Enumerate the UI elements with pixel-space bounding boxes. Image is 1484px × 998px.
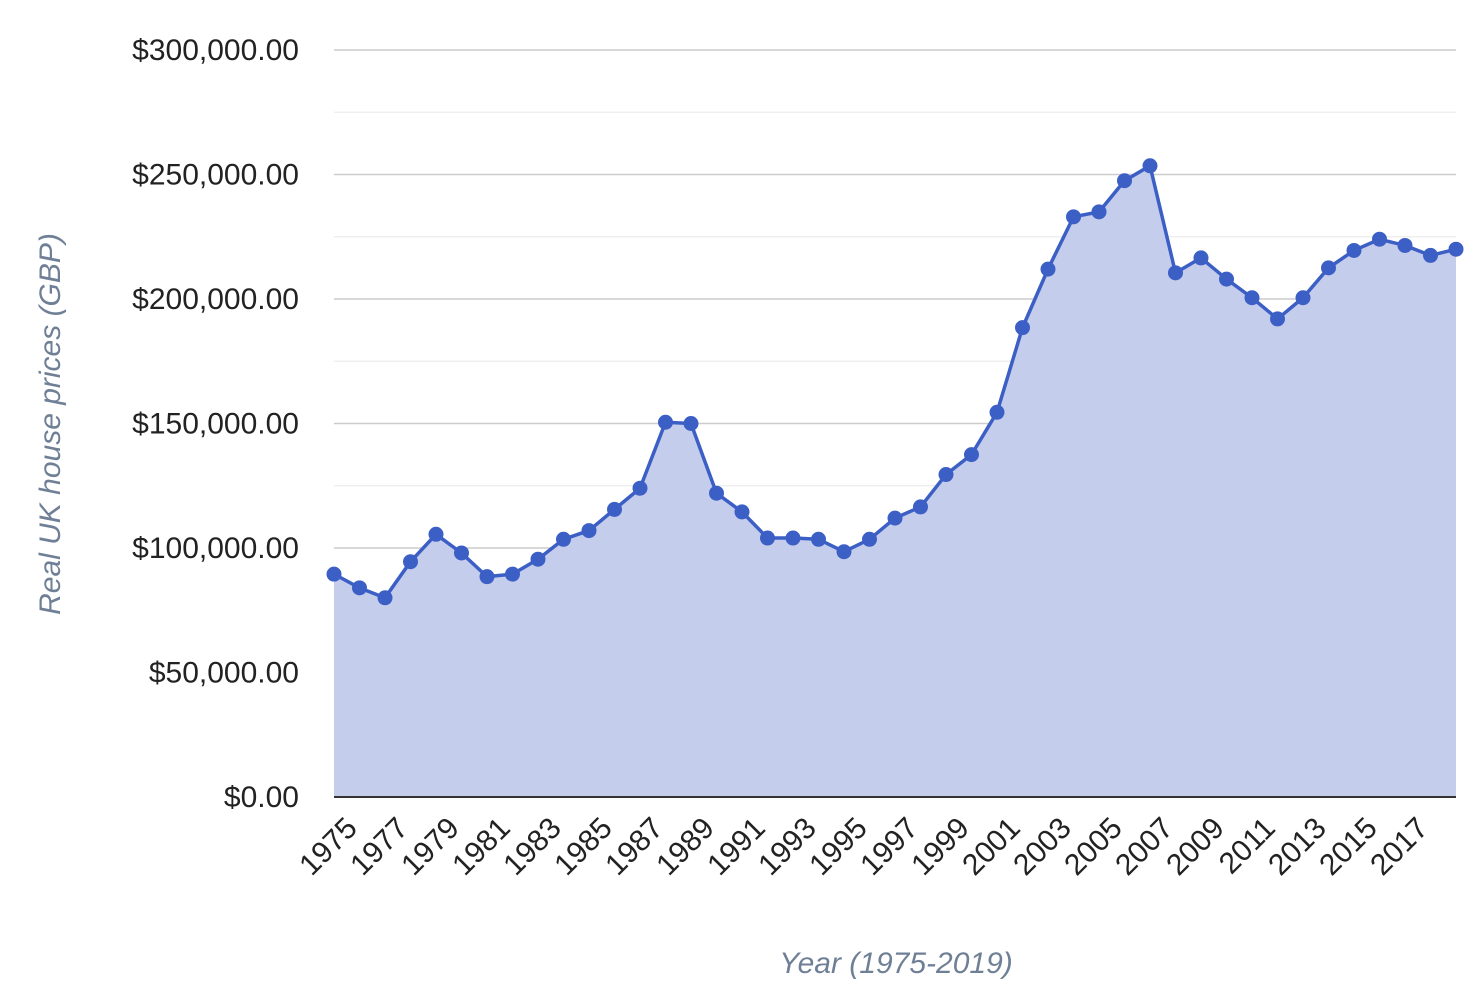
y-tick-label: $300,000.00 — [132, 34, 299, 67]
data-point[interactable] — [683, 416, 699, 431]
y-axis-title: Real UK house prices (GBP) — [34, 233, 67, 615]
data-point[interactable] — [326, 566, 342, 582]
data-point[interactable] — [1168, 265, 1183, 281]
x-tick-label: 2013 — [1262, 811, 1333, 882]
data-point[interactable] — [887, 510, 903, 526]
data-point[interactable] — [377, 590, 393, 606]
x-tick-label: 1987 — [599, 811, 670, 882]
x-tick-label: 1995 — [803, 811, 874, 882]
x-tick-label: 2001 — [956, 811, 1027, 882]
data-points — [326, 158, 1464, 606]
data-point[interactable] — [556, 531, 571, 547]
data-point[interactable] — [505, 566, 520, 582]
x-tick-label: 2011 — [1213, 811, 1282, 880]
data-point[interactable] — [1397, 237, 1413, 253]
x-tick-label: 2015 — [1313, 811, 1384, 882]
data-point[interactable] — [581, 523, 597, 539]
y-tick-labels: $0.00 $50,000.00 $100,000.00 $150,000.00 $20… — [132, 34, 299, 814]
data-point[interactable] — [734, 504, 750, 520]
data-point[interactable] — [989, 404, 1005, 420]
x-tick-label: 2005 — [1058, 811, 1129, 882]
x-axis-title: Year (1975-2019) — [779, 947, 1013, 980]
x-tick-label: 1977 — [344, 811, 415, 882]
data-point[interactable] — [403, 554, 418, 570]
data-point[interactable] — [938, 467, 954, 483]
x-tick-label: 2009 — [1160, 811, 1231, 882]
y-tick-label: $250,000.00 — [132, 159, 299, 192]
data-point[interactable] — [1321, 260, 1336, 276]
data-point[interactable] — [1040, 261, 1056, 277]
data-point[interactable] — [785, 530, 801, 546]
y-tick-label: $150,000.00 — [132, 408, 299, 441]
y-tick-label: $0.00 — [224, 781, 299, 814]
x-tick-label: 1985 — [548, 811, 619, 882]
y-tick-label: $50,000.00 — [149, 657, 299, 690]
x-tick-label: 2003 — [1007, 811, 1078, 882]
data-point[interactable] — [1448, 241, 1464, 257]
y-tick-label: $100,000.00 — [132, 532, 299, 565]
data-point[interactable] — [811, 531, 826, 547]
data-point[interactable] — [1015, 320, 1030, 336]
x-tick-label: 1997 — [854, 811, 925, 882]
data-point[interactable] — [1193, 250, 1209, 266]
data-point[interactable] — [1219, 271, 1234, 287]
data-point[interactable] — [352, 580, 367, 596]
x-tick-label: 2007 — [1109, 811, 1180, 882]
x-tick-label: 1983 — [497, 811, 568, 882]
data-point[interactable] — [1117, 173, 1132, 189]
x-tick-labels: 1975197719791981198319851987198919911993… — [293, 811, 1435, 882]
data-point[interactable] — [1091, 204, 1107, 220]
data-point[interactable] — [658, 414, 673, 430]
data-point[interactable] — [632, 480, 648, 496]
data-point[interactable] — [607, 501, 622, 517]
data-point[interactable] — [1346, 242, 1362, 258]
data-point[interactable] — [1423, 247, 1438, 263]
x-tick-label: 1975 — [293, 811, 364, 882]
data-point[interactable] — [1270, 311, 1285, 327]
x-tick-label: 1993 — [752, 811, 823, 882]
data-point[interactable] — [760, 530, 775, 546]
data-point[interactable] — [479, 569, 495, 585]
data-point[interactable] — [1295, 290, 1311, 306]
data-point[interactable] — [913, 499, 928, 515]
x-tick-label: 1981 — [446, 811, 517, 882]
y-tick-label: $200,000.00 — [132, 283, 299, 316]
data-point[interactable] — [1244, 290, 1260, 306]
data-point[interactable] — [454, 545, 469, 561]
data-point[interactable] — [709, 485, 724, 501]
data-point[interactable] — [964, 447, 979, 463]
data-point[interactable] — [1066, 209, 1081, 225]
data-point[interactable] — [1142, 158, 1158, 174]
data-point[interactable] — [836, 544, 852, 560]
x-tick-label: 1991 — [701, 811, 772, 882]
x-tick-label: 1979 — [395, 811, 466, 882]
x-tick-label: 1999 — [905, 811, 976, 882]
x-tick-label: 1989 — [650, 811, 721, 882]
data-point[interactable] — [862, 531, 877, 547]
data-point[interactable] — [1372, 231, 1387, 247]
area-fill — [334, 165, 1456, 797]
area-layer — [333, 164, 1457, 797]
data-point[interactable] — [428, 526, 444, 542]
x-tick-label: 2017 — [1364, 811, 1435, 882]
data-point[interactable] — [530, 551, 546, 567]
